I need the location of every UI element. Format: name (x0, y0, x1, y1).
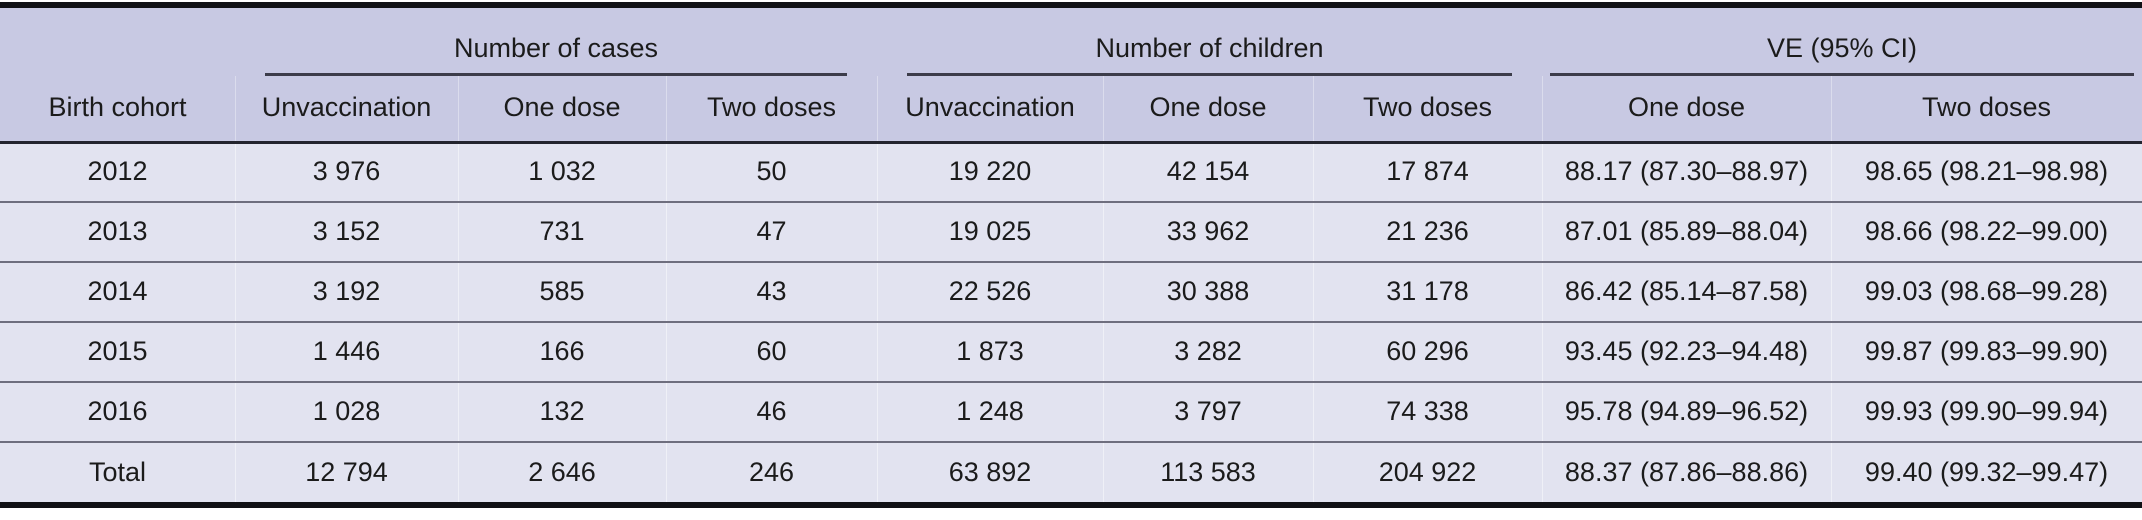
row-header-cohort: 2012 (0, 140, 235, 202)
data-cell: 17 874 (1313, 140, 1543, 202)
data-cell: 1 028 (235, 381, 458, 442)
data-cell: 1 032 (458, 140, 666, 202)
data-cell: 113 583 (1103, 441, 1313, 502)
data-cell: 585 (458, 261, 666, 322)
data-cell: 60 296 (1313, 321, 1543, 382)
col-header-children-unvaccination: Unvaccination (877, 76, 1103, 142)
row-header-cohort: 2013 (0, 201, 235, 262)
data-cell: 3 976 (235, 140, 458, 202)
data-cell: 88.37 (87.86–88.86) (1542, 441, 1832, 502)
data-cell: 99.03 (98.68–99.28) (1831, 261, 2142, 322)
data-cell: 87.01 (85.89–88.04) (1542, 201, 1832, 262)
data-cell: 63 892 (877, 441, 1103, 502)
data-cell: 1 248 (877, 381, 1103, 442)
data-cell: 246 (666, 441, 877, 502)
data-cell: 3 282 (1103, 321, 1313, 382)
group-header-row: Number of cases Number of children VE (9… (0, 8, 2142, 76)
data-cell: 21 236 (1313, 201, 1543, 262)
data-cell: 60 (666, 321, 877, 382)
data-cell: 12 794 (235, 441, 458, 502)
data-cell: 2 646 (458, 441, 666, 502)
data-cell: 30 388 (1103, 261, 1313, 322)
data-cell: 50 (666, 140, 877, 202)
col-header-ve-two-doses: Two doses (1831, 76, 2142, 142)
table-row: 2013 3 152 731 47 19 025 33 962 21 236 87.01 (8… (0, 201, 2142, 262)
data-cell: 19 025 (877, 201, 1103, 262)
col-header-children-two-doses: Two doses (1313, 76, 1543, 142)
data-cell: 3 192 (235, 261, 458, 322)
bottom-rule (0, 502, 2142, 508)
data-cell: 95.78 (94.89–96.52) (1542, 381, 1832, 442)
data-cell: 99.40 (99.32–99.47) (1831, 441, 2142, 502)
col-header-children-one-dose: One dose (1103, 76, 1313, 142)
table-row: 2012 3 976 1 032 50 19 220 42 154 17 874 88.17 … (0, 140, 2142, 202)
col-header-birth-cohort: Birth cohort (0, 76, 235, 142)
data-cell: 43 (666, 261, 877, 322)
data-cell: 99.87 (99.83–99.90) (1831, 321, 2142, 382)
data-cell: 132 (458, 381, 666, 442)
data-cell: 98.65 (98.21–98.98) (1831, 140, 2142, 202)
row-header-cohort: 2014 (0, 261, 235, 322)
top-rule (0, 2, 2142, 8)
data-cell: 3 797 (1103, 381, 1313, 442)
table-body: 2012 3 976 1 032 50 19 220 42 154 17 874 88.17 … (0, 140, 2142, 502)
corner-cell (0, 8, 235, 76)
col-header-cases-one-dose: One dose (458, 76, 666, 142)
data-cell: 3 152 (235, 201, 458, 262)
table-row: 2015 1 446 166 60 1 873 3 282 60 296 93.45 (92.… (0, 321, 2142, 382)
table-row: 2014 3 192 585 43 22 526 30 388 31 178 86.42 (8… (0, 261, 2142, 322)
group-header-cases: Number of cases (235, 8, 877, 76)
data-cell: 1 873 (877, 321, 1103, 382)
group-header-cases-label: Number of cases (265, 20, 847, 76)
data-cell: 731 (458, 201, 666, 262)
data-cell: 31 178 (1313, 261, 1543, 322)
col-header-cases-two-doses: Two doses (666, 76, 877, 142)
data-cell: 46 (666, 381, 877, 442)
data-cell: 42 154 (1103, 140, 1313, 202)
ve-table-figure: Number of cases Number of children VE (9… (0, 2, 2142, 508)
data-cell: 22 526 (877, 261, 1103, 322)
vaccine-effectiveness-table: Number of cases Number of children VE (9… (0, 8, 2142, 502)
data-cell: 1 446 (235, 321, 458, 382)
row-header-cohort: 2015 (0, 321, 235, 382)
data-cell: 98.66 (98.22–99.00) (1831, 201, 2142, 262)
col-header-cases-unvaccination: Unvaccination (235, 76, 458, 142)
table-row: 2016 1 028 132 46 1 248 3 797 74 338 95.78 (94.… (0, 381, 2142, 442)
table-row: Total 12 794 2 646 246 63 892 113 583 204 922 8… (0, 441, 2142, 502)
col-header-ve-one-dose: One dose (1542, 76, 1832, 142)
data-cell: 74 338 (1313, 381, 1543, 442)
data-cell: 86.42 (85.14–87.58) (1542, 261, 1832, 322)
data-cell: 19 220 (877, 140, 1103, 202)
table-header: Number of cases Number of children VE (9… (0, 8, 2142, 142)
row-header-cohort: Total (0, 441, 235, 502)
data-cell: 166 (458, 321, 666, 382)
column-header-row: Birth cohort Unvaccination One dose Two … (0, 76, 2142, 142)
group-header-children: Number of children (877, 8, 1543, 76)
data-cell: 93.45 (92.23–94.48) (1542, 321, 1832, 382)
data-cell: 204 922 (1313, 441, 1543, 502)
data-cell: 88.17 (87.30–88.97) (1542, 140, 1832, 202)
row-header-cohort: 2016 (0, 381, 235, 442)
data-cell: 47 (666, 201, 877, 262)
group-header-ve: VE (95% CI) (1542, 8, 2142, 76)
data-cell: 33 962 (1103, 201, 1313, 262)
group-header-ve-label: VE (95% CI) (1550, 20, 2135, 76)
data-cell: 99.93 (99.90–99.94) (1831, 381, 2142, 442)
group-header-children-label: Number of children (907, 20, 1513, 76)
